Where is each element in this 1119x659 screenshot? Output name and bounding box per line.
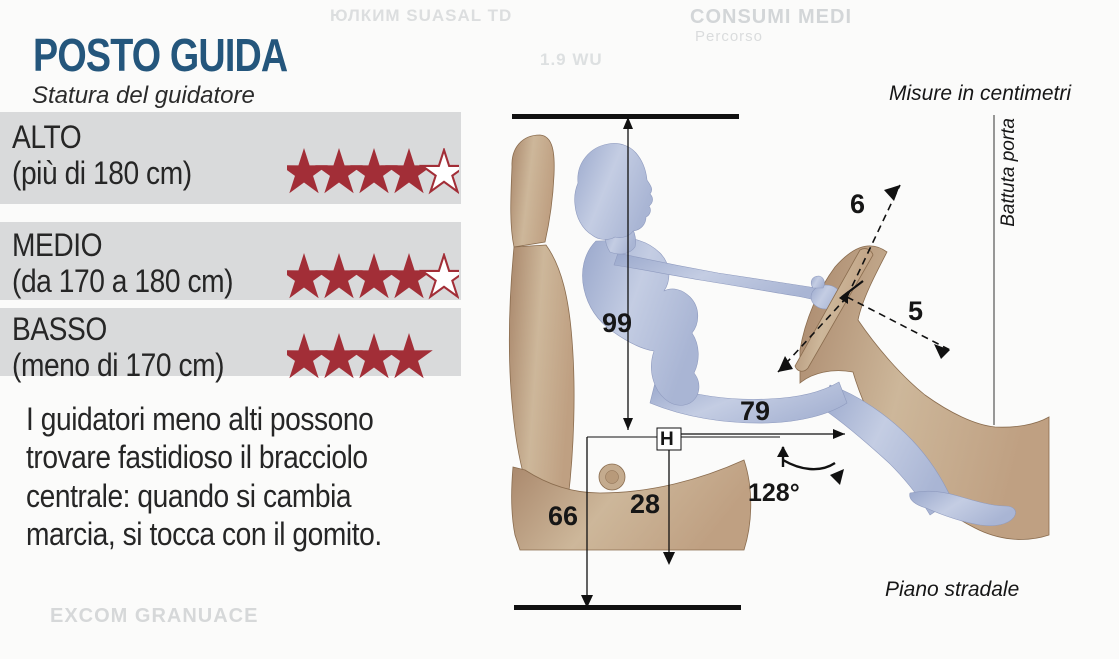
svg-text:66: 66 bbox=[548, 501, 578, 531]
svg-text:28: 28 bbox=[630, 489, 660, 519]
svg-text:6: 6 bbox=[850, 189, 865, 219]
svg-text:128°: 128° bbox=[748, 479, 800, 507]
svg-text:79: 79 bbox=[740, 396, 770, 426]
svg-text:H: H bbox=[660, 429, 674, 450]
svg-text:5: 5 bbox=[908, 296, 923, 326]
svg-text:99: 99 bbox=[602, 308, 632, 338]
